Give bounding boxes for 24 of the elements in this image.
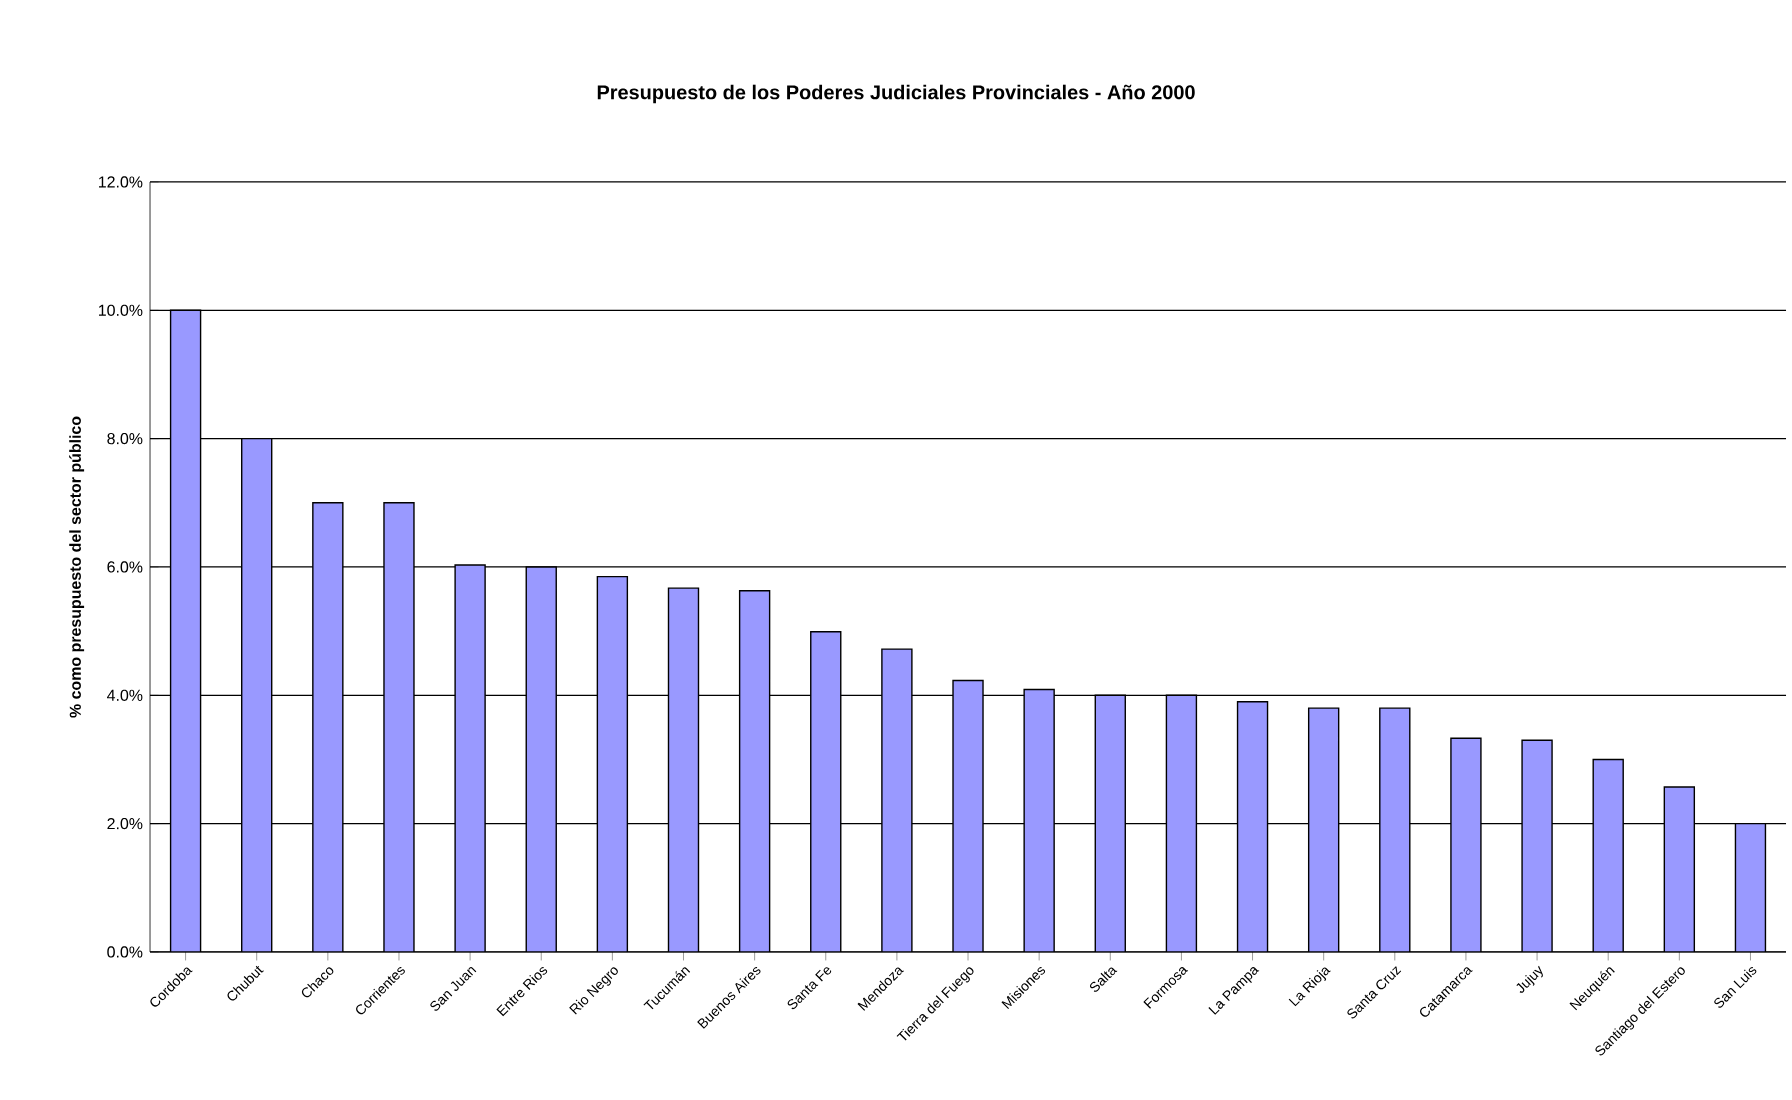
- bar: [1094, 694, 1126, 952]
- bar: [1307, 707, 1340, 952]
- bar: [312, 502, 344, 952]
- chart-title: Presupuesto de los Poderes Judiciales Provinciales - Año 2000: [597, 84, 1195, 104]
- bar: [241, 437, 273, 952]
- bar: [1236, 701, 1269, 952]
- bar: [169, 309, 202, 952]
- bar: [1521, 739, 1553, 952]
- bar: [525, 566, 557, 952]
- bar: [667, 587, 700, 952]
- bar: [952, 679, 984, 952]
- bar: [1379, 707, 1411, 952]
- bar: [1663, 786, 1696, 952]
- bar: [454, 564, 486, 952]
- bar: [738, 590, 771, 952]
- bar: [1165, 694, 1198, 952]
- bar: [1450, 737, 1482, 952]
- bar: [596, 575, 629, 952]
- bar: [1592, 758, 1624, 952]
- bar: [1734, 822, 1767, 952]
- bar: [1023, 688, 1055, 952]
- bar: [383, 502, 415, 952]
- bar: [881, 648, 913, 952]
- bar: [810, 631, 842, 952]
